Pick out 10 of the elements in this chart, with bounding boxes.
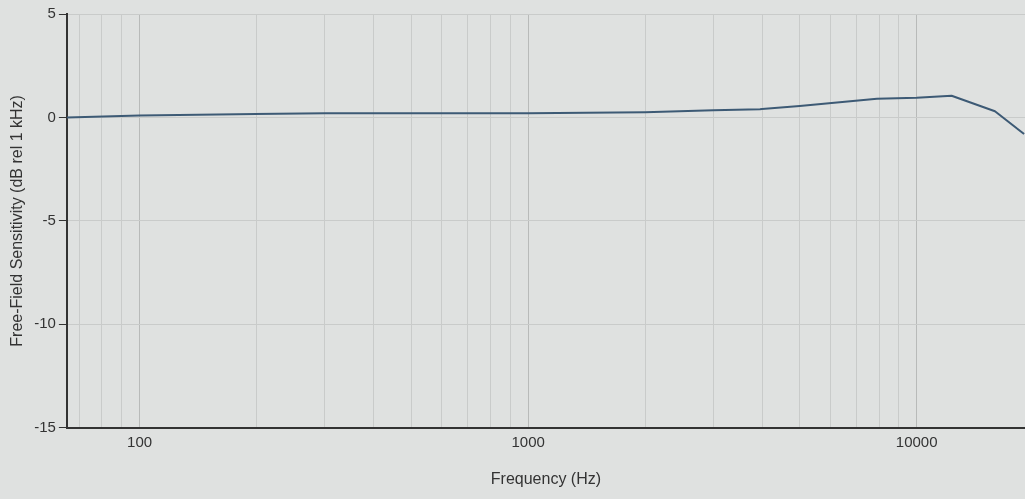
x-tick-label: 1000 [511,432,545,450]
y-tick-label: -10 [34,314,56,332]
y-tick-label: -5 [42,211,56,229]
x-tick-label: 10000 [895,432,938,450]
y-tick-label: 5 [47,4,56,22]
x-axis-title: Frequency (Hz) [490,469,602,487]
y-tick-label: 0 [47,107,56,125]
y-axis-title: Free-Field Sensitivity (dB rel 1 kHz) [8,95,26,347]
y-tick-label: -15 [34,417,56,435]
x-tick-label: 100 [127,432,153,450]
